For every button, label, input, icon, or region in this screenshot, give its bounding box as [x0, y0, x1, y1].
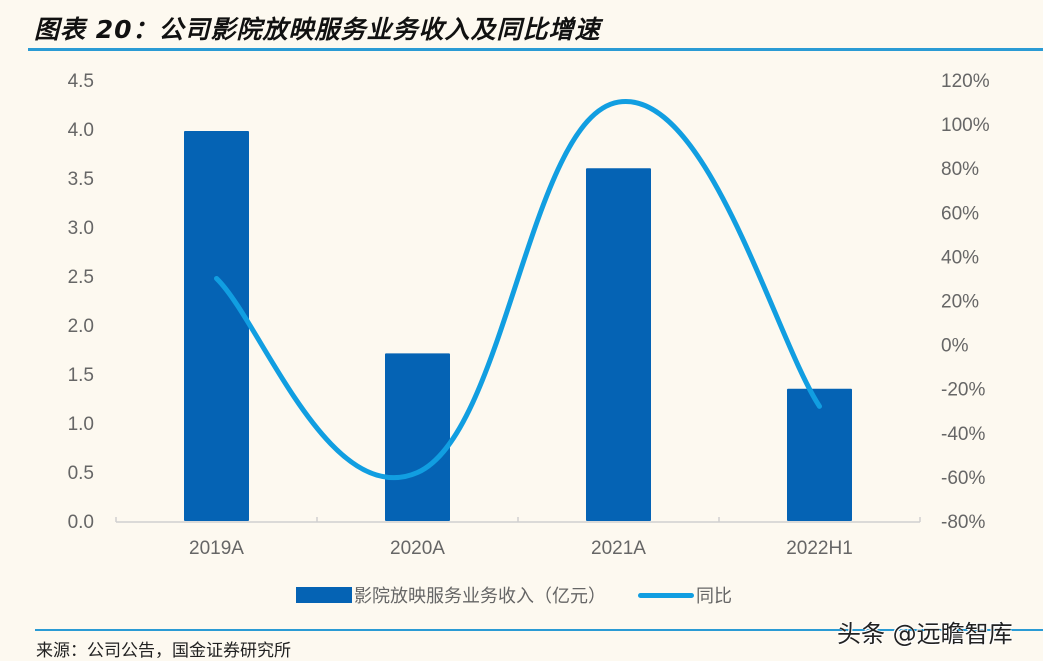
legend-label-yoy: 同比 — [696, 586, 732, 607]
revenue-bar — [586, 168, 651, 521]
bar-swatch-icon — [296, 587, 352, 603]
legend-item-yoy: 同比 — [606, 582, 732, 608]
revenue-bar — [184, 130, 249, 521]
revenue-bar — [787, 388, 852, 521]
revenue-bars — [184, 130, 852, 521]
revenue-bar — [385, 353, 450, 521]
left-axis-tick-label: 0.5 — [68, 463, 94, 484]
footer-divider — [35, 629, 1043, 631]
left-y-axis: 0.0 0.5 1.0 1.5 2.0 2.5 3.0 3.5 4.0 4.5 — [68, 71, 94, 533]
yoy-growth-line — [214, 99, 822, 481]
right-axis-tick-label: 60% — [941, 203, 979, 224]
source-note: 来源：公司公告，国金证券研究所 — [36, 641, 291, 661]
right-axis-tick-label: 80% — [941, 159, 979, 180]
line-swatch-icon — [638, 592, 694, 598]
chart-area: 0.00.51.01.52.02.53.03.54.04.5 -80%-60%-… — [68, 71, 990, 559]
x-axis-category-label: 2020A — [390, 538, 445, 559]
right-axis-tick-label: 0% — [941, 336, 969, 357]
right-axis-tick-label: -40% — [941, 424, 985, 445]
left-axis-tick-label: 1.5 — [68, 365, 94, 386]
figure-title-bar: 图表 20：公司影院放映服务业务收入及同比增速 — [0, 0, 1043, 52]
left-axis-tick-label: 1.0 — [68, 414, 94, 435]
right-y-axis: -80% -60% -40% -20% 0% 20% 40% 60% 80% 100% 120% — [941, 71, 990, 533]
x-axis: 2019A 2020A 2021A 2022H1 — [115, 517, 921, 559]
right-axis-tick-label: -20% — [941, 380, 985, 401]
x-axis-category-label: 2019A — [189, 538, 244, 559]
figure-title: 图表 20：公司影院放映服务业务收入及同比增速 — [34, 15, 601, 44]
x-axis-category-label: 2021A — [591, 538, 646, 559]
left-axis-tick-label: 3.0 — [68, 218, 94, 239]
left-axis-tick-label: 4.0 — [68, 120, 94, 141]
right-axis-tick-label: 120% — [941, 71, 990, 92]
left-axis-tick-label: 3.5 — [68, 169, 94, 190]
chart-legend: 影院放映服务业务收入（亿元） 同比 — [296, 582, 732, 608]
right-axis-tick-label: 20% — [941, 292, 979, 313]
right-axis-tick-label: 40% — [941, 247, 979, 268]
watermark: 头条 @远瞻智库 — [837, 620, 1013, 648]
legend-item-revenue: 影院放映服务业务收入（亿元） — [296, 582, 606, 608]
x-axis-category-label: 2022H1 — [786, 538, 853, 559]
left-axis-tick-label: 0.0 — [68, 512, 94, 533]
left-axis-tick-label: 4.5 — [68, 71, 94, 92]
left-axis-tick-label: 2.5 — [68, 267, 94, 288]
legend-label-revenue: 影院放映服务业务收入（亿元） — [354, 586, 606, 607]
title-divider — [28, 48, 1043, 51]
right-axis-tick-label: -80% — [941, 512, 985, 533]
left-axis-tick-label: 2.0 — [68, 316, 94, 337]
right-axis-tick-label: 100% — [941, 115, 990, 136]
right-axis-tick-label: -60% — [941, 468, 985, 489]
